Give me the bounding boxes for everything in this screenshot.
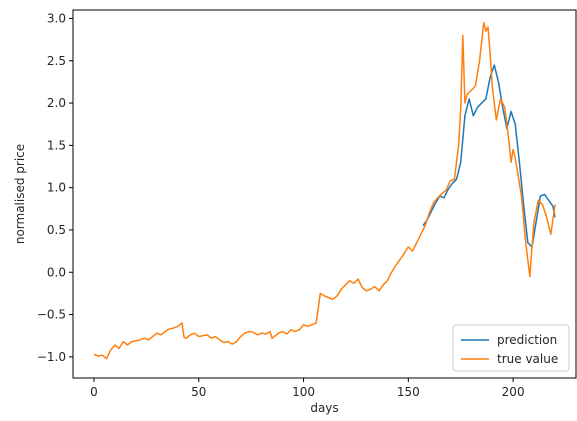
x-tick-label: 0 [90, 385, 98, 399]
legend: prediction true value [452, 324, 570, 372]
legend-label-true-value: true value [497, 352, 558, 366]
y-tick-label: 2.0 [47, 96, 66, 110]
y-tick-label: 1.0 [47, 181, 66, 195]
y-tick-label: −0.5 [37, 308, 66, 322]
y-tick-label: 0.5 [47, 223, 66, 237]
y-tick-label: 2.5 [47, 54, 66, 68]
y-axis-label: normalised price [13, 144, 27, 244]
y-tick-label: 3.0 [47, 11, 66, 25]
x-tick-label: 200 [502, 385, 525, 399]
x-tick-label: 50 [191, 385, 206, 399]
x-axis-label: days [310, 401, 338, 415]
series-line-prediction [422, 64, 556, 248]
y-tick-label: −1.0 [37, 350, 66, 364]
y-tick-label: 1.5 [47, 138, 66, 152]
plot-lines [93, 21, 556, 360]
plot-frame [72, 9, 577, 379]
y-axis-ticks: −1.0 −0.5 0.0 0.5 1.0 1.5 2.0 2.5 3.0 [37, 11, 73, 364]
y-tick-label: 0.0 [47, 265, 66, 279]
legend-label-prediction: prediction [497, 333, 557, 347]
x-tick-label: 150 [397, 385, 420, 399]
series-line-true-value [93, 21, 556, 360]
x-axis-ticks: 0 50 100 150 200 [90, 378, 525, 399]
x-tick-label: 100 [292, 385, 315, 399]
